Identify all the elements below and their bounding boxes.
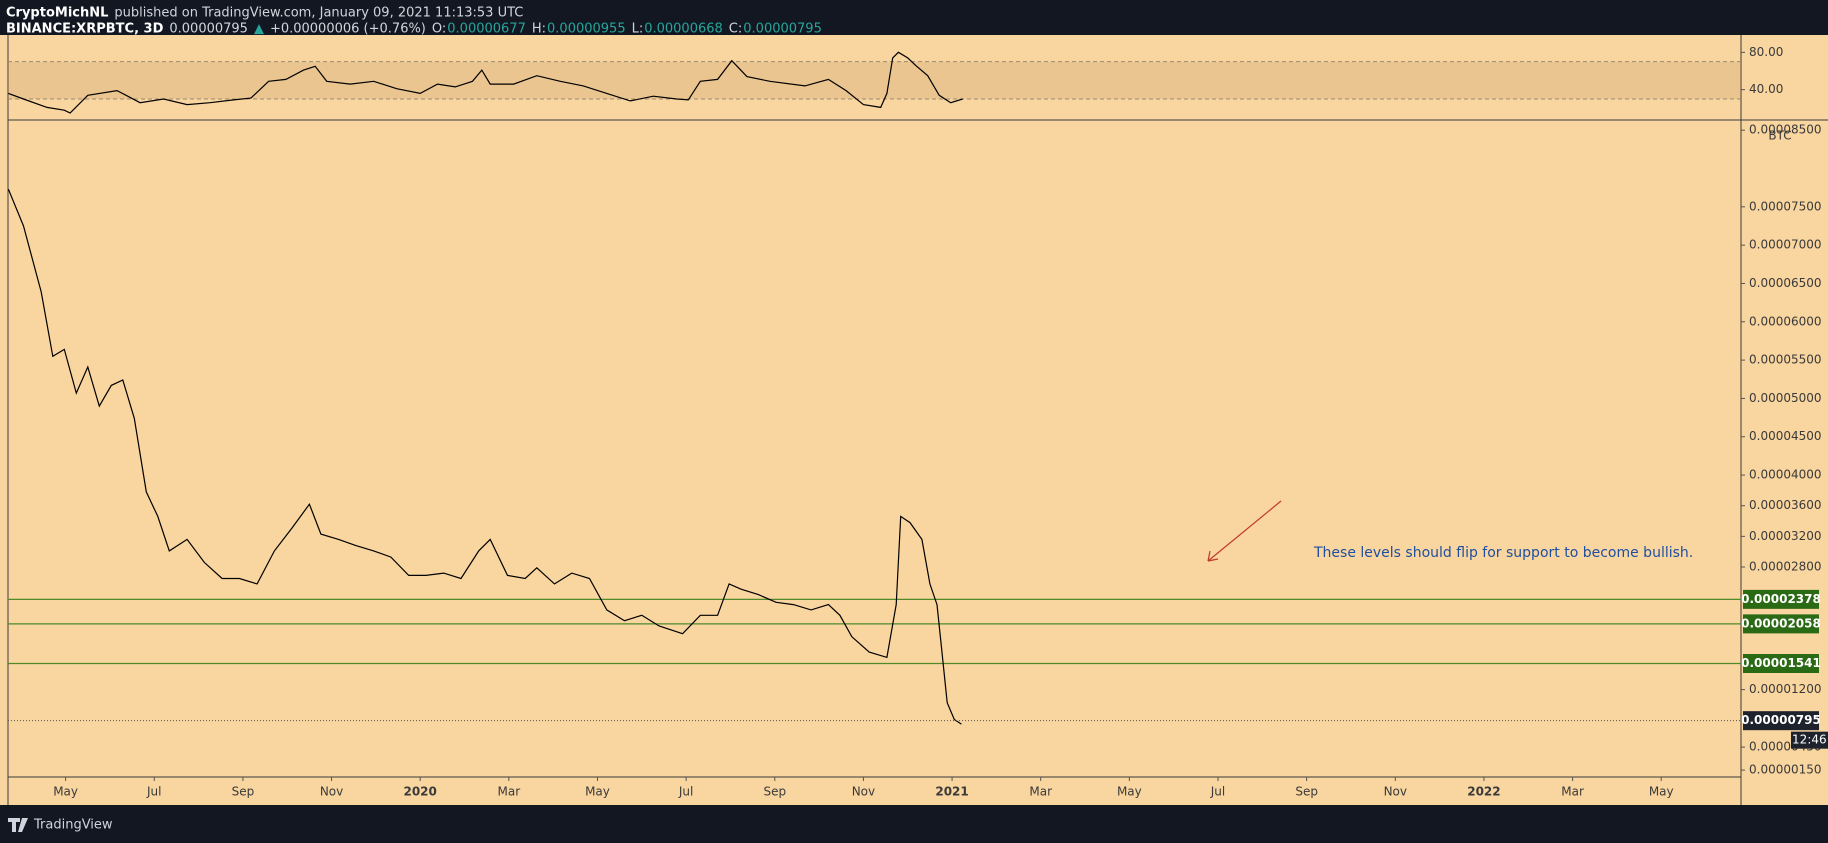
y-tick-label: 0.00006500 [1749, 276, 1822, 290]
x-tick-label: Sep [232, 785, 255, 799]
ohlc-key: L: [632, 22, 644, 37]
published-note: published on TradingView.com, January 09… [114, 6, 523, 21]
change: +0.00000006 (+0.76%) [270, 22, 426, 37]
x-tick-label: 2022 [1467, 785, 1500, 799]
x-tick-label: Mar [498, 785, 521, 799]
y-tick-label: 0.00004000 [1749, 468, 1822, 482]
level-box [1743, 589, 1819, 609]
level-box [1743, 654, 1819, 674]
y-tick-label: 80.00 [1749, 45, 1783, 59]
x-tick-label: Jul [146, 785, 161, 799]
y-tick-label: 0.00002800 [1749, 560, 1822, 574]
y-tick-label: 0.00001200 [1749, 682, 1822, 696]
y-tick-label: 0.00005000 [1749, 391, 1822, 405]
x-tick-label: Sep [1295, 785, 1318, 799]
y-tick-label: 40.00 [1749, 82, 1783, 96]
level-label: 0.00001541 [1741, 656, 1821, 670]
ohlc-value: 0.00000955 [547, 22, 626, 37]
rsi-band [8, 61, 1741, 99]
y-tick-label: 0.00004500 [1749, 429, 1822, 443]
last-price-label: 0.00000795 [1741, 713, 1821, 727]
last-price: 0.00000795 [169, 22, 248, 37]
last-price-box [1743, 711, 1819, 731]
y-tick-label: 0.00007500 [1749, 199, 1822, 213]
level-label: 0.00002058 [1741, 616, 1821, 630]
arrow-head [1207, 550, 1219, 562]
x-tick-label: 2021 [935, 785, 968, 799]
x-tick-label: May [53, 785, 78, 799]
ohlc-key: O: [432, 22, 446, 37]
y-tick-label: 0.00008500 [1749, 123, 1822, 137]
countdown-box [1791, 731, 1828, 749]
x-tick-label: Mar [1029, 785, 1052, 799]
annotation: These levels should flip for support to … [1313, 545, 1693, 561]
y-tick-label: 0.00003200 [1749, 529, 1822, 543]
x-tick-label: May [1117, 785, 1142, 799]
footer: TradingView [8, 818, 113, 833]
x-tick-label: May [585, 785, 610, 799]
x-tick-label: 2020 [403, 785, 436, 799]
annotation-arrow [1207, 500, 1282, 562]
ohlc-value: 0.00000677 [447, 22, 526, 37]
x-tick-label: Mar [1561, 785, 1584, 799]
header: CryptoMichNL published on TradingView.co… [6, 6, 822, 37]
line-series [8, 51, 963, 114]
ohlc-value: 0.00000795 [743, 22, 822, 37]
x-tick-label: Jul [1210, 785, 1225, 799]
x-tick-label: Nov [1384, 785, 1407, 799]
countdown: 12:46:08 [1792, 733, 1828, 747]
brand-logo [8, 818, 28, 832]
unit-label: BTC [1768, 129, 1791, 143]
rsi-indicator: 80.00 40.00 [8, 45, 1783, 114]
x-tick-label: Nov [852, 785, 875, 799]
line-series [7, 188, 962, 725]
y-tick-label: 0.00003600 [1749, 498, 1822, 512]
brand[interactable]: TradingView [33, 818, 113, 833]
ohlc-key: C: [729, 22, 742, 37]
symbol[interactable]: BINANCE:XRPBTC, 3D [6, 22, 164, 37]
x-tick-label: Jul [678, 785, 693, 799]
y-tick-label: 0.00006000 [1749, 314, 1822, 328]
chart-background [0, 35, 1828, 805]
level-label: 0.00002378 [1741, 592, 1821, 606]
y-tick-label: 0.00007000 [1749, 238, 1822, 252]
y-tick-label: 0.00000150 [1749, 763, 1822, 777]
level-box [1743, 614, 1819, 634]
change-arrow: ▲ [254, 22, 264, 37]
ohlc-value: 0.00000668 [644, 22, 723, 37]
author[interactable]: CryptoMichNL [6, 6, 108, 21]
x-tick-label: Sep [763, 785, 786, 799]
x-tick-label: Nov [320, 785, 343, 799]
x-tick-label: May [1649, 785, 1674, 799]
y-tick-label: 0.00005500 [1749, 353, 1822, 367]
price-chart: 0.00008500 0.00007500 0.00007000 0.00006500… [7, 123, 1828, 799]
ohlc-key: H: [532, 22, 546, 37]
